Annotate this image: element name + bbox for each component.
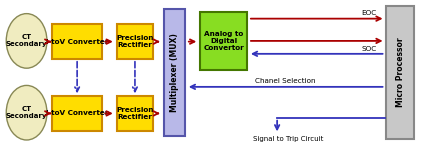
FancyBboxPatch shape xyxy=(52,24,102,59)
Text: I toV Converter: I toV Converter xyxy=(46,39,108,45)
Text: Micro Processor: Micro Processor xyxy=(396,38,405,107)
Text: Precision
Rectifier: Precision Rectifier xyxy=(116,35,153,48)
Text: Multiplexer (MUX): Multiplexer (MUX) xyxy=(170,33,179,112)
FancyBboxPatch shape xyxy=(200,12,247,70)
Text: EOC: EOC xyxy=(362,10,377,16)
FancyBboxPatch shape xyxy=(52,96,102,131)
Text: Signal to Trip Circuit: Signal to Trip Circuit xyxy=(253,136,323,142)
Text: Precision
Rectifier: Precision Rectifier xyxy=(116,107,153,120)
Text: Chanel Selection: Chanel Selection xyxy=(255,78,316,84)
FancyBboxPatch shape xyxy=(386,6,414,139)
FancyBboxPatch shape xyxy=(117,96,153,131)
Text: Analog to
Digital
Convertor: Analog to Digital Convertor xyxy=(203,31,244,51)
FancyBboxPatch shape xyxy=(117,24,153,59)
Ellipse shape xyxy=(6,85,47,140)
Ellipse shape xyxy=(6,14,47,68)
FancyBboxPatch shape xyxy=(164,9,185,136)
Text: SOC: SOC xyxy=(362,46,377,52)
Text: I toV Converter: I toV Converter xyxy=(46,110,108,116)
Text: CT
Secondary: CT Secondary xyxy=(6,106,48,119)
Text: CT
Secondary: CT Secondary xyxy=(6,34,48,47)
